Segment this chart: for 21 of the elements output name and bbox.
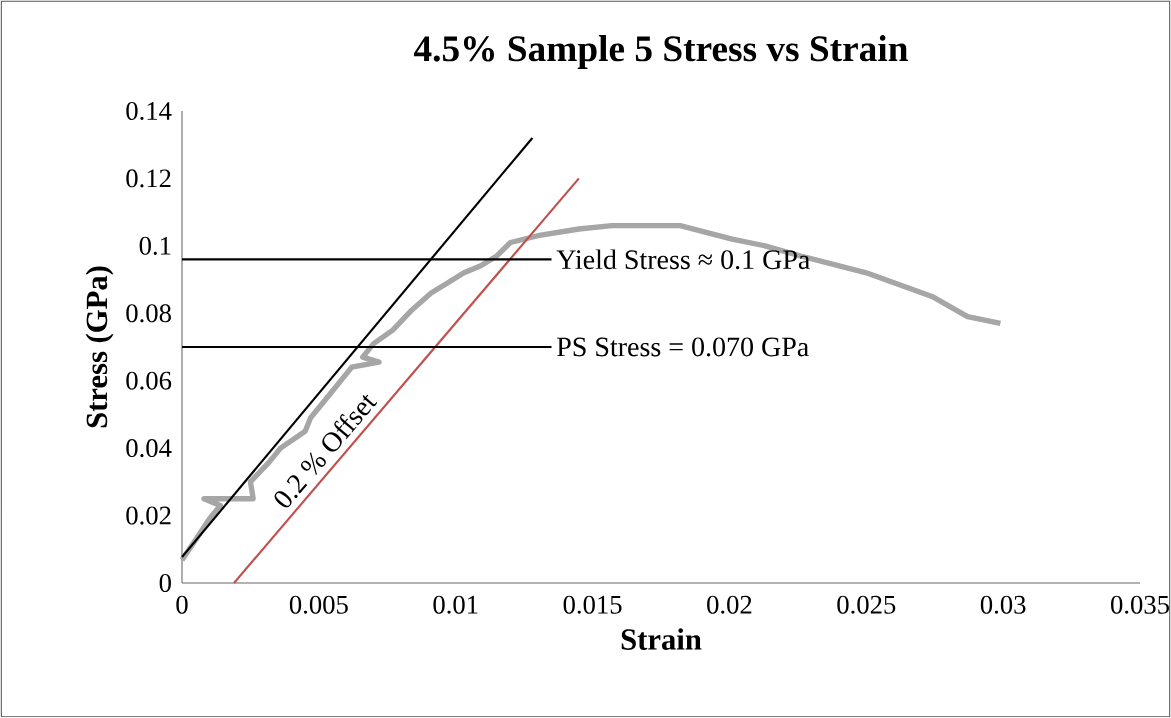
y-tick-label: 0.14 <box>126 101 172 121</box>
annotation: Yield Stress ≈ 0.1 GPa <box>556 249 810 270</box>
x-tick-label: 0.015 <box>563 595 622 614</box>
x-tick-label: 0.01 <box>433 595 478 614</box>
x-tick-label: 0 <box>176 595 188 614</box>
x-tick-label: 0.02 <box>707 595 752 614</box>
y-tick-label: 0.12 <box>126 169 171 188</box>
chart-title: 4.5% Sample 5 Stress vs Strain <box>413 35 908 69</box>
x-axis-title: Strain <box>621 628 702 650</box>
x-tick-label: 0.025 <box>837 595 896 614</box>
y-tick-label: 0.08 <box>126 304 171 323</box>
y-tick-label: 0.04 <box>126 439 172 458</box>
y-tick-label: 0.06 <box>126 371 172 390</box>
x-tick-label: 0.03 <box>980 595 1026 614</box>
annotation: PS Stress = 0.070 GPa <box>557 337 809 357</box>
x-tick-label: 0.035 <box>1111 595 1169 614</box>
x-tick-label: 0.005 <box>289 595 348 614</box>
y-axis-title: Stress (GPa) <box>85 266 114 428</box>
y-tick-label: 0.1 <box>139 236 171 255</box>
y-tick-label: 0 <box>159 574 171 592</box>
y-tick-label: 0.02 <box>126 506 171 525</box>
